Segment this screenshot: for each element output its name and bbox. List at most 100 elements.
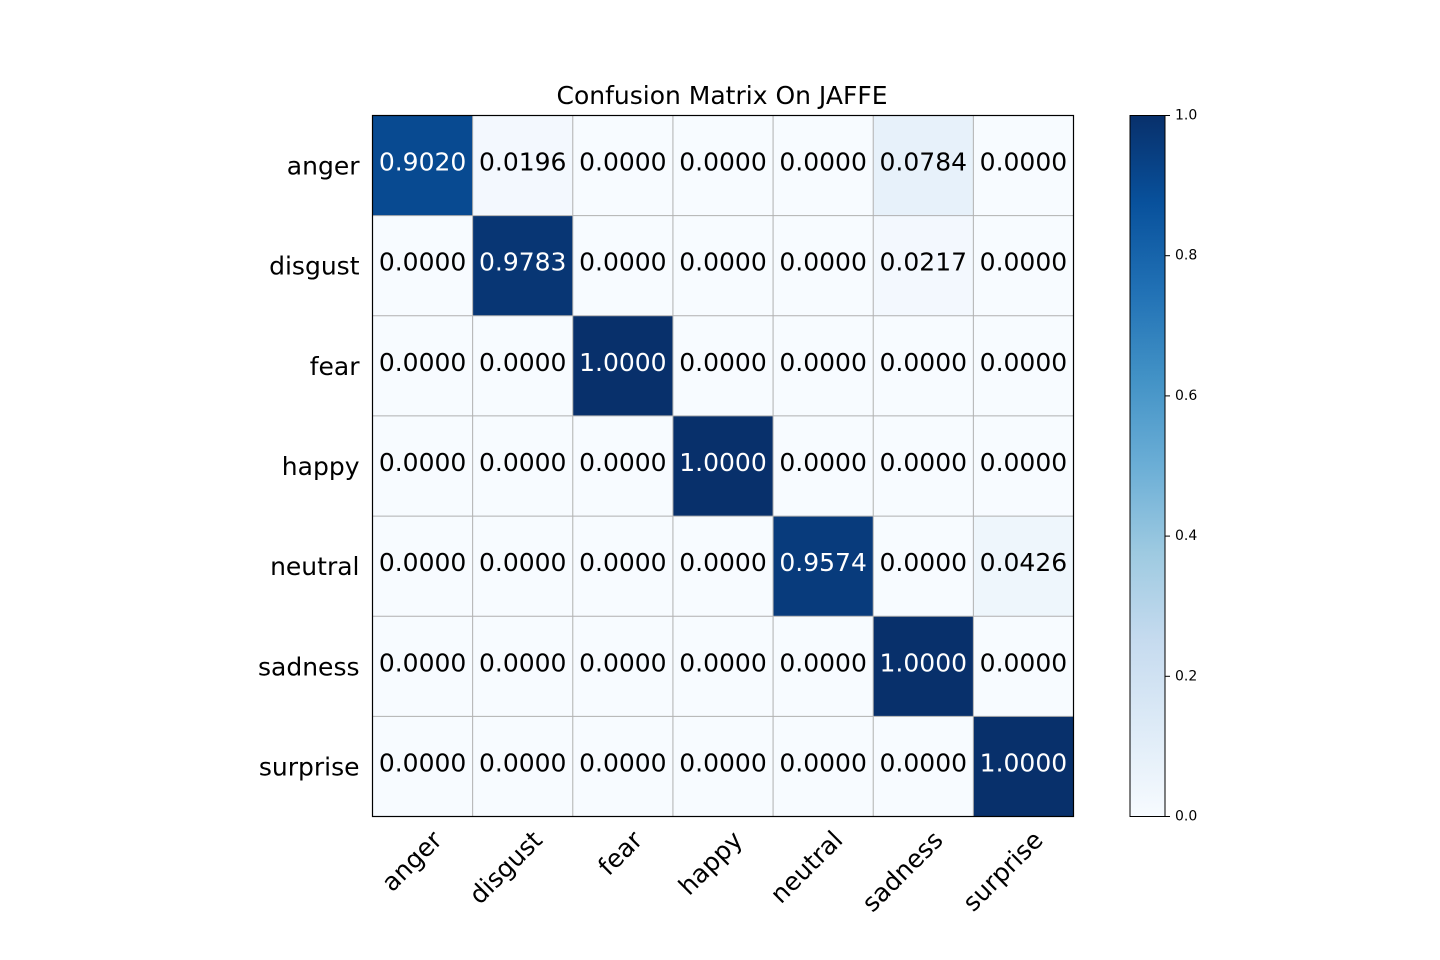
cell-value-label: 0.9574 (779, 548, 866, 577)
colorbar-tick-label: 1.0 (1175, 108, 1197, 124)
heatmap-cell (873, 215, 974, 316)
heatmap-cell (572, 716, 673, 817)
cell-value-label: 0.0000 (779, 348, 866, 377)
heatmap-cell (973, 716, 1074, 817)
y-tick-label: happy (282, 452, 360, 481)
cell-value-label: 0.0000 (379, 248, 466, 277)
cell-value-label: 0.0426 (980, 548, 1067, 577)
cell-value-label: 0.0000 (880, 448, 967, 477)
cell-value-label: 0.0000 (579, 148, 666, 177)
heatmap-cell (572, 616, 673, 717)
heatmap-cell (672, 415, 774, 517)
x-tick-labels: anger disgust fear happy neutral sadness surpr… (376, 825, 1049, 918)
heatmap-cell (472, 716, 573, 817)
heatmap-cell (572, 115, 673, 216)
cell-value-label: 0.0000 (980, 348, 1067, 377)
heatmap-cell (773, 516, 874, 617)
colorbar-tick-label: 0.0 (1175, 809, 1197, 825)
cell-value-label: 0.0000 (379, 448, 466, 477)
y-tick-label: surprise (259, 752, 360, 781)
cell-value-label: 0.0000 (579, 248, 666, 277)
cell-value-label: 0.0196 (479, 148, 566, 177)
heatmap-cell (372, 516, 473, 617)
cell-value-label: 0.9783 (479, 248, 566, 277)
x-tick-label: sadness (856, 825, 948, 917)
cell-value-label: 0.0000 (579, 548, 666, 577)
cell-value-label: 0.0000 (779, 248, 866, 277)
heatmap-cell (873, 616, 974, 717)
heatmap-cell (773, 415, 874, 517)
heatmap-cell (472, 115, 573, 216)
heatmap-cell (572, 415, 673, 517)
cell-value-label: 1.0000 (579, 348, 666, 377)
heatmap-cell (372, 115, 473, 216)
heatmap-cell (472, 616, 573, 717)
x-tick-label: happy (673, 825, 749, 901)
cell-value-label: 0.0000 (379, 648, 466, 677)
cell-value-label: 0.0000 (880, 548, 967, 577)
heatmap-cell (973, 516, 1074, 617)
heatmap-cell (973, 315, 1074, 416)
cell-value-label: 0.0000 (679, 348, 766, 377)
cell-value-label: 0.0217 (880, 248, 967, 277)
cell-value-label: 0.0000 (379, 348, 466, 377)
cell-value-label: 0.0000 (980, 248, 1067, 277)
heatmap-cell (773, 716, 874, 817)
heatmap-cell (672, 215, 774, 316)
cell-value-label: 0.0000 (379, 748, 466, 777)
y-tick-label: neutral (270, 552, 359, 581)
heatmap-cell (773, 215, 874, 316)
heatmap-cell (572, 315, 673, 416)
heatmap-cell (873, 516, 974, 617)
x-tick-label: fear (592, 825, 648, 881)
cell-value-label: 0.0000 (779, 448, 866, 477)
y-tick-labels: anger disgust fear happy neutral sadness surpr… (258, 152, 360, 782)
cell-value-label: 0.0000 (779, 148, 866, 177)
y-tick-label: fear (310, 352, 361, 381)
heatmap-cell (773, 616, 874, 717)
chart-title: Confusion Matrix On JAFFE (556, 81, 887, 110)
y-tick-label: disgust (269, 252, 360, 281)
cell-value-label: 1.0000 (980, 748, 1067, 777)
heatmap-cell (572, 516, 673, 617)
heatmap-cell (372, 616, 473, 717)
x-tick-label: surprise (957, 825, 1049, 917)
colorbar-ticks: 0.0 0.2 0.4 0.6 0.8 1.0 (1165, 108, 1197, 825)
cell-value-label: 0.0000 (479, 548, 566, 577)
cell-value-label: 0.0000 (579, 648, 666, 677)
heatmap-cell (973, 415, 1074, 517)
heatmap-cell (472, 315, 573, 416)
heatmap-cell (372, 215, 473, 316)
cell-value-label: 0.0000 (880, 748, 967, 777)
cell-value-label: 0.0000 (679, 648, 766, 677)
cell-value-label: 0.0000 (679, 248, 766, 277)
y-tick-label: anger (287, 152, 360, 181)
colorbar-gradient (1129, 115, 1166, 817)
heatmap-cell (572, 215, 673, 316)
cell-value-label: 0.0000 (980, 448, 1067, 477)
cell-value-label: 0.0000 (379, 548, 466, 577)
heatmap-cell (773, 115, 874, 216)
colorbar-tick-label: 0.2 (1175, 668, 1197, 684)
heatmap-cell (472, 215, 573, 316)
heatmap-cell (472, 415, 573, 517)
cell-value-label: 0.0000 (980, 148, 1067, 177)
cell-value-label: 1.0000 (880, 648, 967, 677)
heatmap-cell (672, 315, 774, 416)
cell-value-label: 0.0000 (880, 348, 967, 377)
x-tick-label: neutral (765, 825, 849, 909)
cell-value-label: 0.0000 (779, 748, 866, 777)
colorbar (1129, 115, 1166, 817)
cell-value-label: 0.0000 (679, 748, 766, 777)
cell-value-label: 1.0000 (679, 448, 766, 477)
y-tick-label: sadness (258, 652, 360, 681)
cell-value-label: 0.0000 (479, 448, 566, 477)
heatmap-gridlines (372, 115, 1074, 817)
cell-value-label: 0.0000 (779, 648, 866, 677)
cell-value-label: 0.0000 (579, 748, 666, 777)
heatmap-cell (873, 115, 974, 216)
cell-value-label: 0.0000 (579, 448, 666, 477)
cell-value-label: 0.9020 (379, 148, 466, 177)
heatmap-cell (672, 716, 774, 817)
